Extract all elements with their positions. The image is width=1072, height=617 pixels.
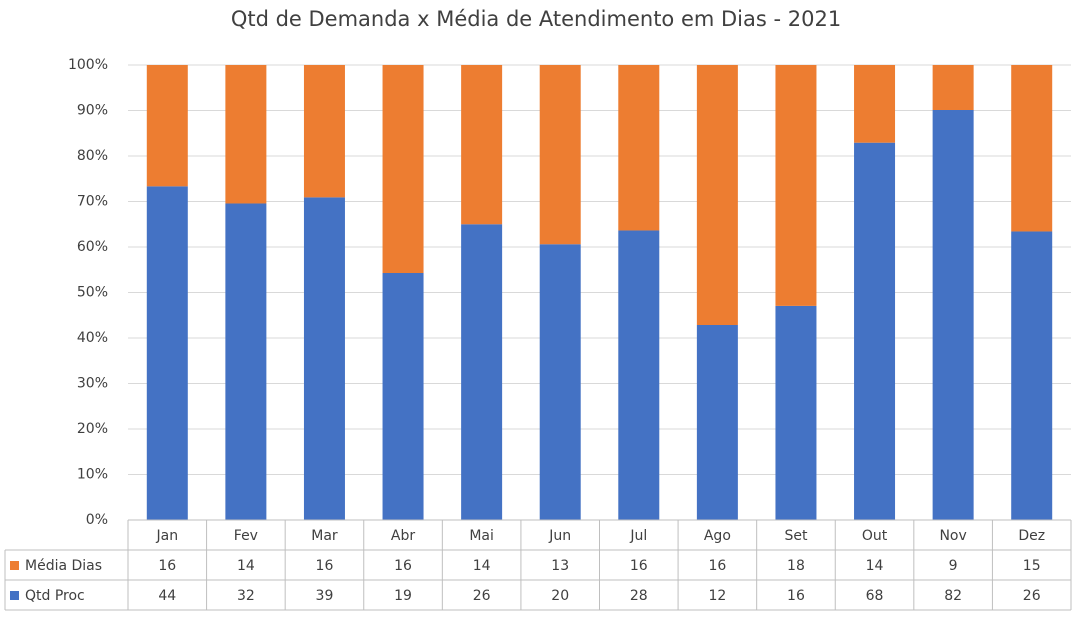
table-value: 20	[551, 588, 569, 604]
bar-segment	[461, 224, 503, 520]
bar-segment	[775, 305, 817, 520]
table-value: 14	[866, 558, 884, 574]
table-value: 16	[787, 588, 805, 604]
y-tick-label: 30%	[77, 376, 108, 392]
table-value: 39	[316, 588, 334, 604]
y-tick-label: 40%	[77, 330, 108, 346]
y-tick-label: 80%	[77, 148, 108, 164]
x-tick-label: Mai	[469, 528, 494, 544]
bar-segment	[382, 273, 424, 520]
x-tick-label: Dez	[1018, 528, 1045, 544]
bar-segment	[775, 65, 817, 306]
y-tick-label: 50%	[77, 285, 108, 301]
x-tick-label: Out	[862, 528, 888, 544]
bar-segment	[539, 65, 581, 245]
table-value: 44	[158, 588, 176, 604]
y-tick-label: 60%	[77, 239, 108, 255]
bar-segment	[932, 65, 974, 110]
bar-segment	[382, 65, 424, 273]
bar-segment	[696, 325, 738, 520]
bar-segment	[146, 65, 188, 187]
table-value: 28	[630, 588, 648, 604]
table-value: 16	[316, 558, 334, 574]
legend-swatch	[10, 561, 19, 570]
x-tick-label: Fev	[234, 528, 258, 544]
y-tick-label: 20%	[77, 421, 108, 437]
bar-segment	[146, 186, 188, 521]
x-tick-label: Abr	[391, 528, 415, 544]
table-value: 19	[394, 588, 412, 604]
y-tick-label: 70%	[77, 194, 108, 210]
bar-segment	[696, 65, 738, 325]
table-value: 68	[866, 588, 884, 604]
bar-segment	[225, 203, 267, 520]
table-value: 16	[708, 558, 726, 574]
x-tick-label: Jan	[155, 528, 178, 544]
x-tick-label: Jun	[548, 528, 571, 544]
bar-segment	[461, 65, 503, 225]
bar-segment	[1011, 65, 1053, 232]
table-value: 26	[473, 588, 491, 604]
table-value: 15	[1023, 558, 1041, 574]
table-value: 82	[944, 588, 962, 604]
table-value: 26	[1023, 588, 1041, 604]
table-value: 14	[237, 558, 255, 574]
table-value: 13	[551, 558, 569, 574]
y-tick-label: 90%	[77, 103, 108, 119]
table-value: 16	[394, 558, 412, 574]
bar-segment	[854, 142, 896, 520]
bar-segment	[1011, 231, 1053, 520]
bar-segment	[854, 65, 896, 143]
legend-swatch	[10, 591, 19, 600]
bar-segment	[225, 65, 267, 204]
table-value: 12	[708, 588, 726, 604]
x-tick-label: Mar	[311, 528, 338, 544]
table-value: 16	[158, 558, 176, 574]
table-value: 9	[949, 558, 958, 574]
bar-segment	[303, 197, 345, 520]
bar-segment	[303, 65, 345, 198]
x-tick-label: Set	[784, 528, 808, 544]
bar-segment	[618, 230, 660, 521]
y-tick-label: 10%	[77, 467, 108, 483]
bar-segment	[932, 110, 974, 520]
bar-segment	[618, 65, 660, 231]
table-value: 14	[473, 558, 491, 574]
bar-segment	[539, 244, 581, 520]
x-tick-label: Ago	[704, 528, 731, 544]
table-value: 32	[237, 588, 255, 604]
y-tick-label: 0%	[86, 512, 108, 528]
legend-label: Qtd Proc	[25, 588, 85, 604]
y-tick-label: 100%	[68, 57, 108, 73]
table-value: 16	[630, 558, 648, 574]
chart-title: Qtd de Demanda x Média de Atendimento em…	[231, 7, 841, 31]
x-tick-label: Nov	[939, 528, 966, 544]
table-value: 18	[787, 558, 805, 574]
legend-label: Média Dias	[25, 558, 102, 574]
x-tick-label: Jul	[629, 528, 647, 544]
